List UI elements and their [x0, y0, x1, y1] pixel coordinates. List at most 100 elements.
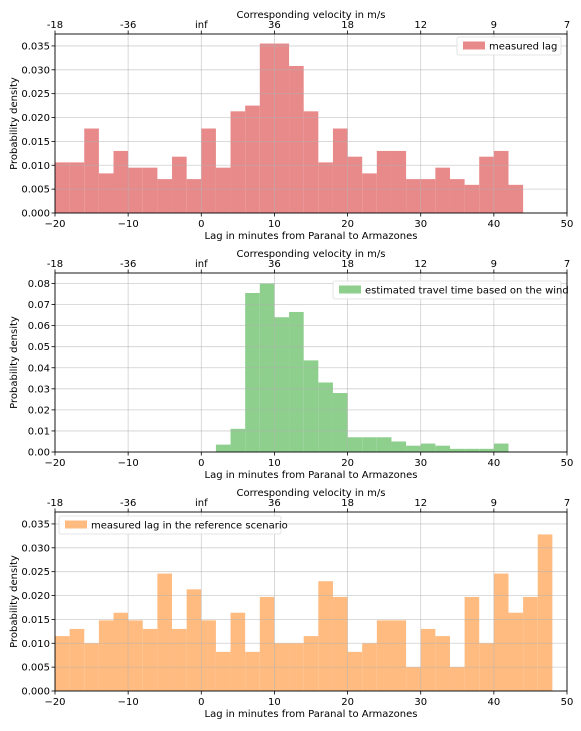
x-tick-label: 10: [268, 458, 281, 469]
x-tick-label: 30: [414, 697, 427, 708]
histogram-bar: [362, 173, 377, 213]
x-tick-label: 30: [414, 458, 427, 469]
y-tick-label: 0.010: [21, 161, 50, 172]
x-tick-label: 50: [561, 219, 574, 230]
x-tick-label: −20: [44, 458, 65, 469]
legend-label: estimated travel time based on the wind: [365, 286, 569, 297]
x-tick-label: 30: [414, 219, 427, 230]
histogram-bars: [55, 43, 524, 214]
histogram-bar: [215, 651, 231, 691]
histogram-bar: [449, 179, 465, 213]
top-tick-label: 9: [491, 20, 497, 31]
x-tick-label: 10: [268, 697, 281, 708]
legend-swatch: [339, 285, 361, 294]
x-tick-label: 20: [341, 697, 354, 708]
histogram-bar: [113, 612, 129, 691]
histogram-bar: [449, 667, 465, 691]
histogram-bar: [332, 393, 348, 452]
histogram-bar: [362, 437, 377, 452]
histogram-bar: [464, 596, 480, 691]
histogram-bar: [332, 596, 348, 691]
histogram-bar: [230, 428, 246, 452]
histogram-bar: [435, 636, 450, 691]
axes-frame: [54, 33, 568, 214]
histogram-bar: [303, 360, 319, 452]
histogram-bar: [215, 167, 231, 213]
y-tick-label: 0.000: [21, 687, 50, 698]
histogram-bar: [172, 628, 187, 691]
histogram-bar: [420, 628, 436, 691]
y-axis-label: Probability density: [9, 555, 20, 648]
histogram-bar: [303, 111, 319, 213]
legend: estimated travel time based on the wind: [332, 280, 569, 300]
histogram-bar: [420, 179, 436, 213]
histogram-bar: [493, 573, 509, 691]
histogram-bar: [523, 596, 538, 691]
histogram-bar: [376, 620, 392, 691]
histogram-bar: [347, 437, 363, 452]
histogram-bar: [201, 128, 216, 213]
histogram-bar: [479, 156, 494, 213]
legend-box: [58, 515, 282, 535]
x-tick-label: −10: [118, 458, 139, 469]
top-tick-label: -36: [120, 498, 136, 509]
histogram-bar: [69, 162, 85, 213]
histogram-bar: [464, 448, 480, 452]
y-tick-label: 0.035: [21, 41, 50, 52]
axes-frame: [54, 272, 568, 453]
histogram-bar: [318, 162, 333, 213]
x-tick-label: −20: [44, 219, 65, 230]
top-tick-label: 18: [341, 259, 354, 270]
y-tick-label: 0.010: [21, 639, 50, 650]
x-tick-label: 40: [487, 458, 500, 469]
x-tick-label: 10: [268, 219, 281, 230]
top-tick-label: -18: [47, 498, 63, 509]
x-tick-label: 0: [198, 219, 204, 230]
histogram-bar: [318, 382, 333, 452]
histogram-bar: [186, 589, 202, 691]
histogram-bar: [537, 534, 553, 691]
histogram-bar: [347, 156, 363, 213]
y-tick-label: 0.030: [21, 543, 50, 554]
y-tick-label: 0.005: [21, 185, 50, 196]
histogram-bar: [172, 156, 187, 213]
top-tick-label: inf: [195, 20, 208, 31]
histogram-bar: [142, 628, 158, 691]
histogram-bar: [245, 651, 260, 691]
legend: measured lag: [456, 36, 562, 56]
y-tick-label: 0.015: [21, 615, 50, 626]
histogram-bar: [464, 184, 480, 213]
top-tick-label: 9: [491, 498, 497, 509]
x-axis-label: Lag in minutes from Paranal to Armazones: [205, 470, 418, 481]
x-tick-label: 0: [198, 697, 204, 708]
top-tick-label: -18: [47, 259, 63, 270]
histogram-bar: [508, 184, 524, 213]
histogram-bar: [128, 620, 143, 691]
top-tick-label: 18: [341, 20, 354, 31]
y-tick-label: 0.000: [21, 209, 50, 220]
top-axis-label: Corresponding velocity in m/s: [237, 488, 386, 499]
histogram-bar: [406, 179, 421, 213]
histogram-bar: [186, 179, 202, 213]
legend-box: [332, 280, 562, 300]
top-tick-label: -18: [47, 20, 63, 31]
y-tick-label: 0.04: [28, 363, 50, 374]
histogram-bar: [449, 448, 465, 452]
chart-panel-3: −20 −10 0 10 20 30 40 50 -18 -36 inf 36 18 12 9 7 0.000 0…: [9, 488, 573, 720]
histogram-bar: [406, 667, 421, 691]
x-tick-label: −10: [118, 697, 139, 708]
histogram-bar: [493, 150, 509, 213]
x-tick-label: 50: [561, 697, 574, 708]
legend-label: measured lag in the reference scenario: [91, 521, 288, 532]
histogram-bar: [142, 167, 158, 213]
histogram-bar: [113, 150, 129, 213]
histogram-bar: [318, 581, 333, 691]
x-tick-label: 20: [341, 219, 354, 230]
legend-label: measured lag: [489, 42, 557, 53]
legend: measured lag in the reference scenario: [58, 515, 288, 535]
histogram-bar: [376, 437, 392, 452]
top-axis-label: Corresponding velocity in m/s: [237, 249, 386, 260]
axes-frame: [54, 511, 568, 692]
histogram-bar: [230, 612, 246, 691]
histogram-bar: [84, 128, 99, 213]
